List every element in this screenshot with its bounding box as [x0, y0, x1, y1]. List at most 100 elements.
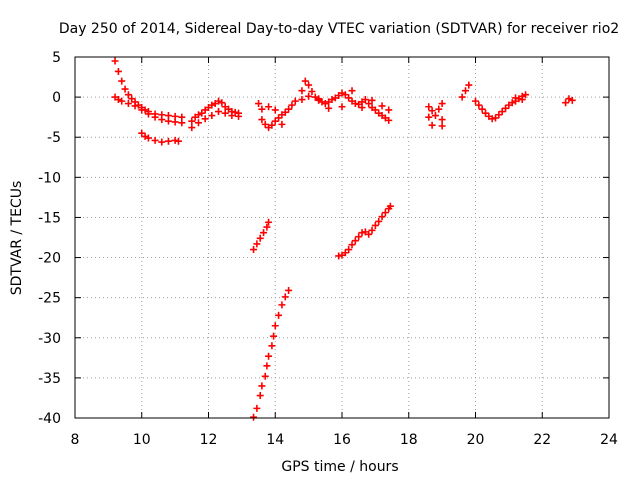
data-point — [278, 301, 286, 309]
data-point — [482, 109, 490, 117]
data-point — [215, 108, 223, 116]
data-point — [253, 240, 261, 248]
data-point — [128, 95, 136, 103]
data-point — [361, 96, 369, 104]
data-point — [121, 85, 129, 93]
data-point — [144, 110, 152, 118]
y-tick-label: -15 — [38, 210, 61, 226]
data-point — [285, 105, 293, 113]
data-point — [118, 97, 126, 105]
y-tick-label: 0 — [52, 90, 61, 106]
y-tick-label: 5 — [52, 50, 61, 66]
data-point — [138, 129, 146, 137]
data-point — [235, 112, 243, 120]
x-tick-label: 20 — [467, 432, 485, 448]
x-tick-label: 12 — [200, 432, 218, 448]
data-point — [271, 117, 279, 125]
data-point — [458, 93, 466, 101]
data-point — [345, 246, 353, 254]
data-point — [271, 106, 279, 114]
x-tick-label: 14 — [266, 432, 284, 448]
data-point — [111, 57, 119, 65]
data-point — [365, 100, 373, 108]
data-point — [118, 77, 126, 85]
data-point — [144, 134, 152, 142]
data-point — [568, 96, 576, 104]
data-point — [385, 116, 393, 124]
data-point — [201, 115, 209, 123]
data-point — [495, 111, 503, 119]
data-point — [438, 100, 446, 108]
data-point — [258, 382, 266, 390]
data-point — [228, 112, 236, 120]
data-point — [151, 113, 159, 121]
data-point — [188, 124, 196, 132]
x-tick-label: 16 — [333, 432, 351, 448]
data-point — [438, 116, 446, 124]
x-tick-label: 24 — [600, 432, 618, 448]
y-tick-labels: 5 0 -5 -10 -15 -20 -25 -30 -35 -40 — [38, 50, 61, 427]
data-point — [188, 117, 196, 125]
data-point — [263, 223, 271, 231]
data-point — [250, 413, 258, 421]
data-points — [111, 57, 576, 421]
data-point — [268, 121, 276, 129]
data-point — [348, 87, 356, 95]
x-tick-label: 8 — [71, 432, 80, 448]
y-tick-label: -35 — [38, 371, 61, 387]
data-point — [158, 116, 166, 124]
data-point — [301, 77, 309, 85]
data-point — [435, 105, 443, 113]
data-point — [365, 230, 373, 238]
data-point — [305, 81, 313, 89]
data-point — [151, 136, 159, 144]
y-axis-label: SDTVAR / TECUs — [9, 181, 25, 296]
data-point — [492, 114, 500, 122]
data-point — [425, 103, 433, 111]
data-point — [381, 209, 389, 217]
data-point — [355, 233, 363, 241]
data-point — [178, 119, 186, 127]
data-point — [428, 107, 436, 115]
data-point — [308, 87, 316, 95]
data-point — [298, 87, 306, 95]
x-tick-label: 18 — [400, 432, 418, 448]
data-point — [358, 104, 366, 112]
data-point — [164, 117, 172, 125]
data-point — [114, 67, 122, 75]
data-point — [260, 229, 268, 237]
data-point — [281, 108, 289, 116]
data-point — [275, 311, 283, 319]
data-point — [351, 100, 359, 108]
data-point — [281, 293, 289, 301]
data-point — [431, 112, 439, 120]
data-point — [371, 106, 379, 114]
data-point — [438, 122, 446, 130]
data-point — [341, 91, 349, 99]
x-axis-label: GPS time / hours — [281, 459, 398, 475]
data-point — [472, 97, 479, 105]
data-point — [278, 120, 286, 128]
data-point — [298, 96, 306, 104]
y-tick-label: -25 — [38, 291, 61, 307]
y-tick-label: -5 — [47, 130, 61, 146]
data-point — [265, 103, 273, 111]
data-point — [194, 119, 202, 127]
data-point — [265, 352, 273, 360]
data-point — [171, 136, 179, 144]
data-point — [498, 108, 506, 116]
data-point — [428, 121, 436, 129]
data-point — [368, 226, 376, 234]
data-point — [263, 362, 271, 370]
data-point — [562, 99, 570, 107]
data-point — [261, 372, 269, 380]
data-point — [315, 95, 323, 103]
data-point — [124, 100, 132, 108]
data-point — [565, 95, 573, 103]
data-point — [461, 87, 469, 95]
y-tick-label: -20 — [38, 251, 61, 267]
data-point — [221, 109, 229, 117]
x-tick-labels: 8 10 12 14 16 18 20 22 24 — [71, 432, 618, 448]
y-tick-label: -40 — [38, 411, 61, 427]
data-point — [171, 118, 179, 126]
